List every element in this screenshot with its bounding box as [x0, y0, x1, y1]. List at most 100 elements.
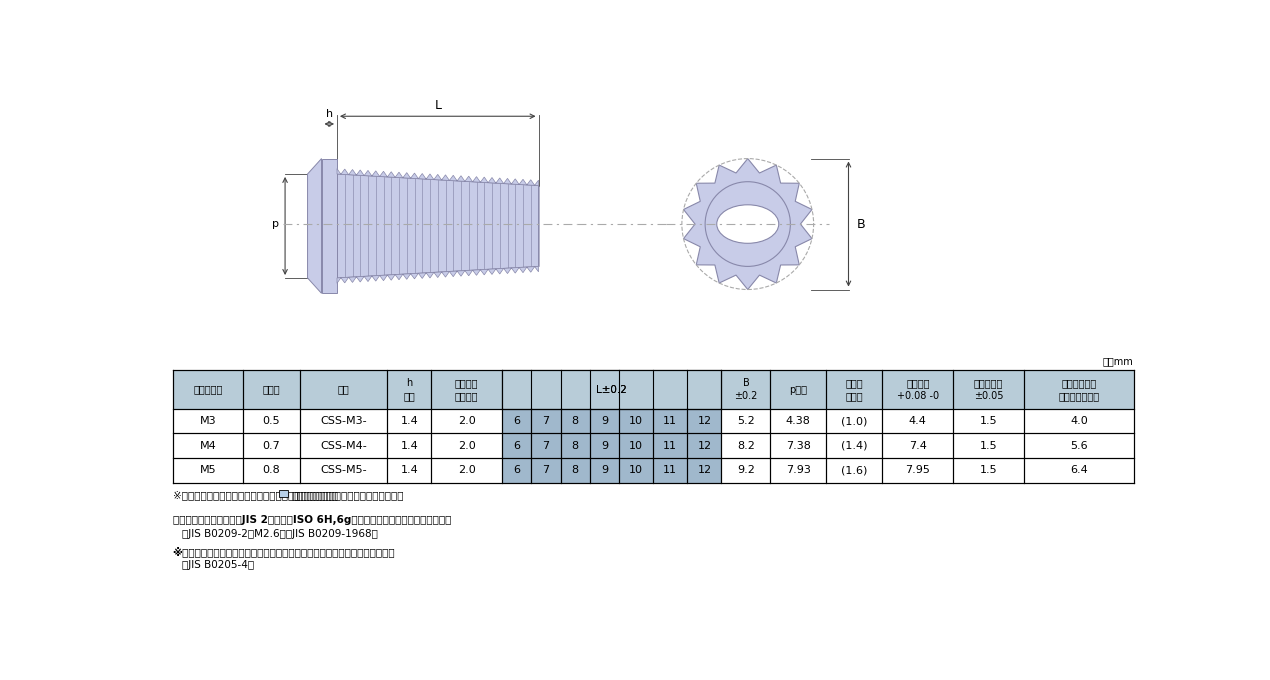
- Text: 7: 7: [542, 416, 550, 426]
- Text: 10: 10: [629, 416, 643, 426]
- Text: L±0.2: L±0.2: [597, 385, 627, 394]
- Text: 8: 8: [572, 441, 579, 451]
- Bar: [653, 409, 687, 433]
- Text: ※表記以外のその他寸法についてはお問い合わせ下さい。: ※表記以外のその他寸法についてはお問い合わせ下さい。: [173, 490, 338, 500]
- Text: 8: 8: [572, 416, 579, 426]
- Bar: [531, 458, 560, 483]
- Text: 0.8: 0.8: [263, 465, 281, 475]
- Text: 6: 6: [513, 416, 521, 426]
- Text: M4: M4: [199, 441, 216, 451]
- Text: 1.4: 1.4: [400, 465, 418, 475]
- Text: (1.0): (1.0): [841, 416, 867, 426]
- Text: 0.5: 0.5: [263, 416, 281, 426]
- Bar: [589, 433, 618, 458]
- Bar: [618, 433, 653, 458]
- Bar: [560, 371, 589, 409]
- Bar: [387, 371, 432, 409]
- Text: 12: 12: [697, 441, 711, 451]
- Bar: [244, 371, 300, 409]
- Text: 2.0: 2.0: [457, 441, 475, 451]
- Bar: [618, 409, 653, 433]
- Text: 7.38: 7.38: [786, 441, 810, 451]
- Ellipse shape: [716, 205, 779, 243]
- Text: 5.6: 5.6: [1071, 441, 1087, 451]
- Text: 7.95: 7.95: [906, 465, 931, 475]
- Text: 2.0: 2.0: [457, 465, 475, 475]
- Text: 使用可能
最小板厚: 使用可能 最小板厚: [455, 378, 479, 401]
- Text: 9.2: 9.2: [737, 465, 754, 475]
- Bar: [503, 371, 721, 409]
- Bar: [560, 409, 589, 433]
- Bar: [827, 371, 883, 409]
- Bar: [321, 158, 337, 293]
- Text: （JIS B0209-2、M2.6のみJIS B0209-1968）: （JIS B0209-2、M2.6のみJIS B0209-1968）: [182, 529, 378, 539]
- Polygon shape: [337, 174, 538, 278]
- Text: 12: 12: [697, 416, 711, 426]
- Text: CSS-M3-: CSS-M3-: [320, 416, 367, 426]
- Text: L: L: [434, 99, 441, 112]
- Text: 7.93: 7.93: [786, 465, 810, 475]
- Bar: [502, 458, 531, 483]
- Polygon shape: [683, 158, 812, 290]
- Text: 5.2: 5.2: [737, 416, 754, 426]
- Text: 11: 11: [663, 441, 677, 451]
- Text: 1.4: 1.4: [400, 441, 418, 451]
- Text: 単位mm: 単位mm: [1102, 356, 1134, 366]
- Bar: [618, 371, 653, 409]
- Text: 7.4: 7.4: [909, 441, 927, 451]
- Text: (1.4): (1.4): [841, 441, 867, 451]
- Text: 1.5: 1.5: [979, 441, 997, 451]
- Bar: [173, 371, 244, 409]
- Bar: [502, 371, 531, 409]
- Bar: [531, 433, 560, 458]
- Bar: [279, 490, 288, 497]
- Text: 弊社規格品のねじ精度はJIS 2級またはISO 6H,6gの有効径範囲を満たすものである。: 弊社規格品のねじ精度はJIS 2級またはISO 6H,6gの有効径範囲を満たすも…: [173, 515, 451, 525]
- Bar: [687, 433, 721, 458]
- Text: 0.7: 0.7: [263, 441, 281, 451]
- Text: ねじの呼び: ねじの呼び: [193, 385, 222, 394]
- Bar: [502, 409, 531, 433]
- Text: については在庫をお問い合わせ下さい。: については在庫をお問い合わせ下さい。: [291, 490, 404, 500]
- Text: ピッチ: ピッチ: [263, 385, 281, 394]
- Bar: [1024, 371, 1134, 409]
- Polygon shape: [337, 267, 538, 284]
- Text: 4.0: 4.0: [1069, 416, 1087, 426]
- Bar: [589, 458, 618, 483]
- Text: ※表面処理後や打疵、キズ等による変形時は有効径を基準寸法まで許容する。: ※表面処理後や打疵、キズ等による変形時は有効径を基準寸法まで許容する。: [173, 546, 395, 557]
- Bar: [687, 371, 721, 409]
- Bar: [300, 371, 387, 409]
- Text: B: B: [856, 218, 865, 231]
- Bar: [531, 371, 560, 409]
- Bar: [721, 371, 771, 409]
- Bar: [883, 371, 954, 409]
- Text: h: h: [325, 109, 333, 119]
- Text: 9: 9: [601, 416, 608, 426]
- Bar: [653, 433, 687, 458]
- Bar: [687, 458, 721, 483]
- Bar: [432, 371, 502, 409]
- Text: 2.0: 2.0: [457, 416, 475, 426]
- Text: M3: M3: [199, 416, 216, 426]
- Text: 1.4: 1.4: [400, 416, 418, 426]
- Text: p: p: [272, 219, 279, 229]
- Text: 9: 9: [601, 465, 608, 475]
- Text: 8.2: 8.2: [737, 441, 754, 451]
- Text: 取付穴深さ
±0.05: 取付穴深さ ±0.05: [974, 378, 1003, 401]
- Text: 取付穴中心と
板端の最小距離: 取付穴中心と 板端の最小距離: [1058, 378, 1100, 401]
- Bar: [502, 433, 531, 458]
- Text: 1.5: 1.5: [979, 465, 997, 475]
- Bar: [560, 433, 589, 458]
- Text: h
最大: h 最大: [404, 378, 415, 401]
- Bar: [560, 458, 589, 483]
- Text: CSS-M5-: CSS-M5-: [320, 465, 367, 475]
- Text: 6.4: 6.4: [1069, 465, 1087, 475]
- Text: M5: M5: [199, 465, 216, 475]
- Text: 6: 6: [513, 465, 521, 475]
- Text: （JIS B0205-4）: （JIS B0205-4）: [182, 560, 254, 570]
- Text: CSS-M4-: CSS-M4-: [320, 441, 367, 451]
- Bar: [653, 371, 687, 409]
- Text: 7: 7: [542, 441, 550, 451]
- Text: 11: 11: [663, 465, 677, 475]
- Bar: [954, 371, 1024, 409]
- Bar: [589, 409, 618, 433]
